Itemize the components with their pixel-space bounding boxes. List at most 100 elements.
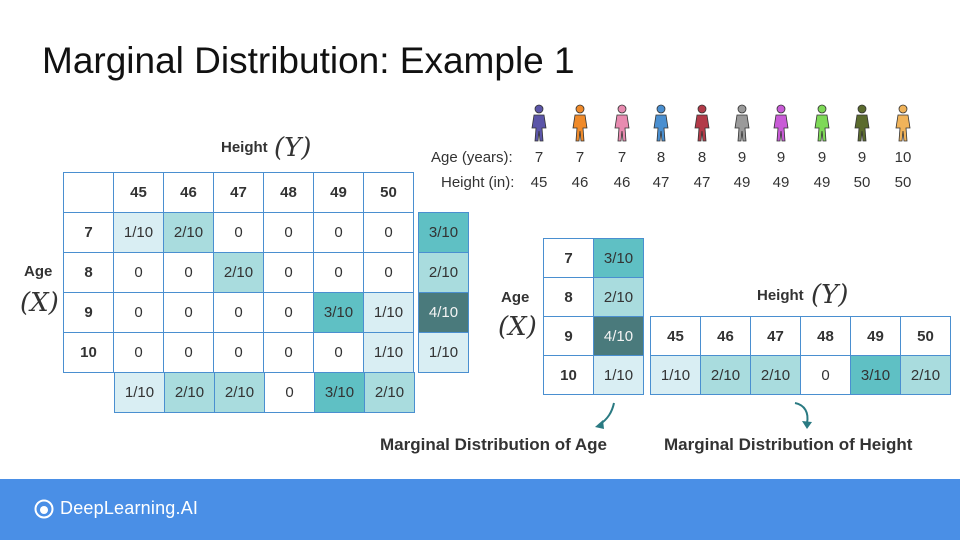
deeplearning-logo: DeepLearning.AI [34, 498, 198, 519]
age-marginal-value: 1/10 [593, 355, 644, 395]
height-marginal-value: 2/10 [750, 355, 801, 395]
joint-cell: 1/10 [363, 332, 414, 373]
joint-cell: 0 [213, 332, 264, 373]
col-marginal-cell: 1/10 [114, 372, 165, 413]
height-header-47: 47 [213, 172, 264, 213]
joint-cell: 0 [163, 332, 214, 373]
person-age: 9 [737, 149, 747, 166]
height-marginal-symbol: (Y) [811, 280, 849, 310]
row-marginal-cell: 4/10 [418, 292, 469, 333]
joint-cell: 3/10 [313, 292, 364, 333]
person-icon [568, 104, 592, 142]
height-marginal-value: 2/10 [900, 355, 951, 395]
row-marginal-cell: 2/10 [418, 252, 469, 293]
row-marginal-cell: 3/10 [418, 212, 469, 253]
joint-height-symbol: (Y) [274, 133, 312, 163]
person-age: 7 [575, 149, 585, 166]
joint-age-label: Age [24, 263, 53, 280]
height-header-50: 50 [363, 172, 414, 213]
joint-cell: 0 [363, 212, 414, 253]
age-marginal-header: 9 [543, 316, 594, 356]
height-marginal-header: 50 [900, 316, 951, 356]
height-marginal-value: 0 [800, 355, 851, 395]
person-icon [769, 104, 793, 142]
col-marginal-cell: 2/10 [164, 372, 215, 413]
height-marginal-row: 1/10 2/10 2/10 0 3/10 2/10 [114, 372, 415, 413]
col-marginal-cell: 2/10 [364, 372, 415, 413]
person-icon [610, 104, 634, 142]
person-age: 8 [656, 149, 666, 166]
age-marginal-value: 3/10 [593, 238, 644, 278]
deeplearning-logo-icon [34, 499, 54, 518]
person-height: 50 [894, 174, 912, 191]
height-marginal-label: Height [757, 287, 804, 304]
height-header-49: 49 [313, 172, 364, 213]
height-marginal-value: 1/10 [650, 355, 701, 395]
person-icon [850, 104, 874, 142]
height-marginal-header: 48 [800, 316, 851, 356]
row-marginal-cell: 1/10 [418, 332, 469, 373]
joint-cell: 0 [263, 292, 314, 333]
joint-cell: 0 [163, 252, 214, 293]
person-icon [527, 104, 551, 142]
joint-age-symbol: (X) [20, 288, 59, 318]
age-marginal-label: Age [501, 289, 530, 306]
height-marginal-value: 2/10 [700, 355, 751, 395]
joint-distribution-table: 45 46 47 48 49 50 7 1/10 2/10 0 0 0 0 8 0 0 2/10 0 0 0 9 0 0 0 0… [63, 172, 414, 373]
age-header-9: 9 [63, 292, 114, 333]
arrow-down-left-icon [595, 402, 615, 429]
height-marginal-header: 45 [650, 316, 701, 356]
age-marginal-header: 10 [543, 355, 594, 395]
age-years-label: Age (years): [431, 149, 513, 166]
height-in-label: Height (in): [441, 174, 515, 191]
person-age: 9 [776, 149, 786, 166]
person-age: 10 [894, 149, 912, 166]
person-icon [649, 104, 673, 142]
height-marginal-value: 3/10 [850, 355, 901, 395]
joint-cell: 2/10 [213, 252, 264, 293]
person-age: 8 [697, 149, 707, 166]
person-height: 47 [693, 174, 711, 191]
height-marginal-table: 45 46 47 48 49 50 1/10 2/10 2/10 0 3/10 2/10 [650, 316, 951, 395]
age-header-7: 7 [63, 212, 114, 253]
age-marginal-column: 3/10 2/10 4/10 1/10 [418, 212, 469, 373]
joint-cell: 0 [163, 292, 214, 333]
joint-cell: 0 [113, 332, 164, 373]
joint-cell: 0 [313, 252, 364, 293]
joint-cell: 1/10 [363, 292, 414, 333]
person-icon [891, 104, 915, 142]
joint-cell: 0 [263, 332, 314, 373]
person-icon [810, 104, 834, 142]
col-marginal-cell: 2/10 [214, 372, 265, 413]
person-icon [730, 104, 754, 142]
slide-title: Marginal Distribution: Example 1 [42, 40, 575, 81]
people-row [525, 104, 920, 144]
age-marginal-symbol: (X) [498, 312, 537, 342]
age-marginal-header: 8 [543, 277, 594, 317]
age-header-10: 10 [63, 332, 114, 373]
height-header-45: 45 [113, 172, 164, 213]
joint-cell: 0 [313, 332, 364, 373]
height-marginal-header: 47 [750, 316, 801, 356]
person-age: 9 [817, 149, 827, 166]
person-age: 7 [534, 149, 544, 166]
joint-cell: 0 [263, 252, 314, 293]
height-header-48: 48 [263, 172, 314, 213]
person-age: 9 [857, 149, 867, 166]
person-height: 50 [853, 174, 871, 191]
arrow-curve-down-icon [794, 402, 812, 429]
joint-cell: 0 [113, 252, 164, 293]
person-height: 47 [652, 174, 670, 191]
person-height: 49 [733, 174, 751, 191]
joint-cell: 0 [213, 212, 264, 253]
footer-bar [0, 479, 960, 540]
joint-cell: 0 [363, 252, 414, 293]
age-header-8: 8 [63, 252, 114, 293]
person-height: 49 [772, 174, 790, 191]
joint-cell: 0 [263, 212, 314, 253]
person-height: 49 [813, 174, 831, 191]
joint-height-label: Height [221, 139, 268, 156]
age-marginal-header: 7 [543, 238, 594, 278]
person-age: 7 [617, 149, 627, 166]
joint-cell: 1/10 [113, 212, 164, 253]
